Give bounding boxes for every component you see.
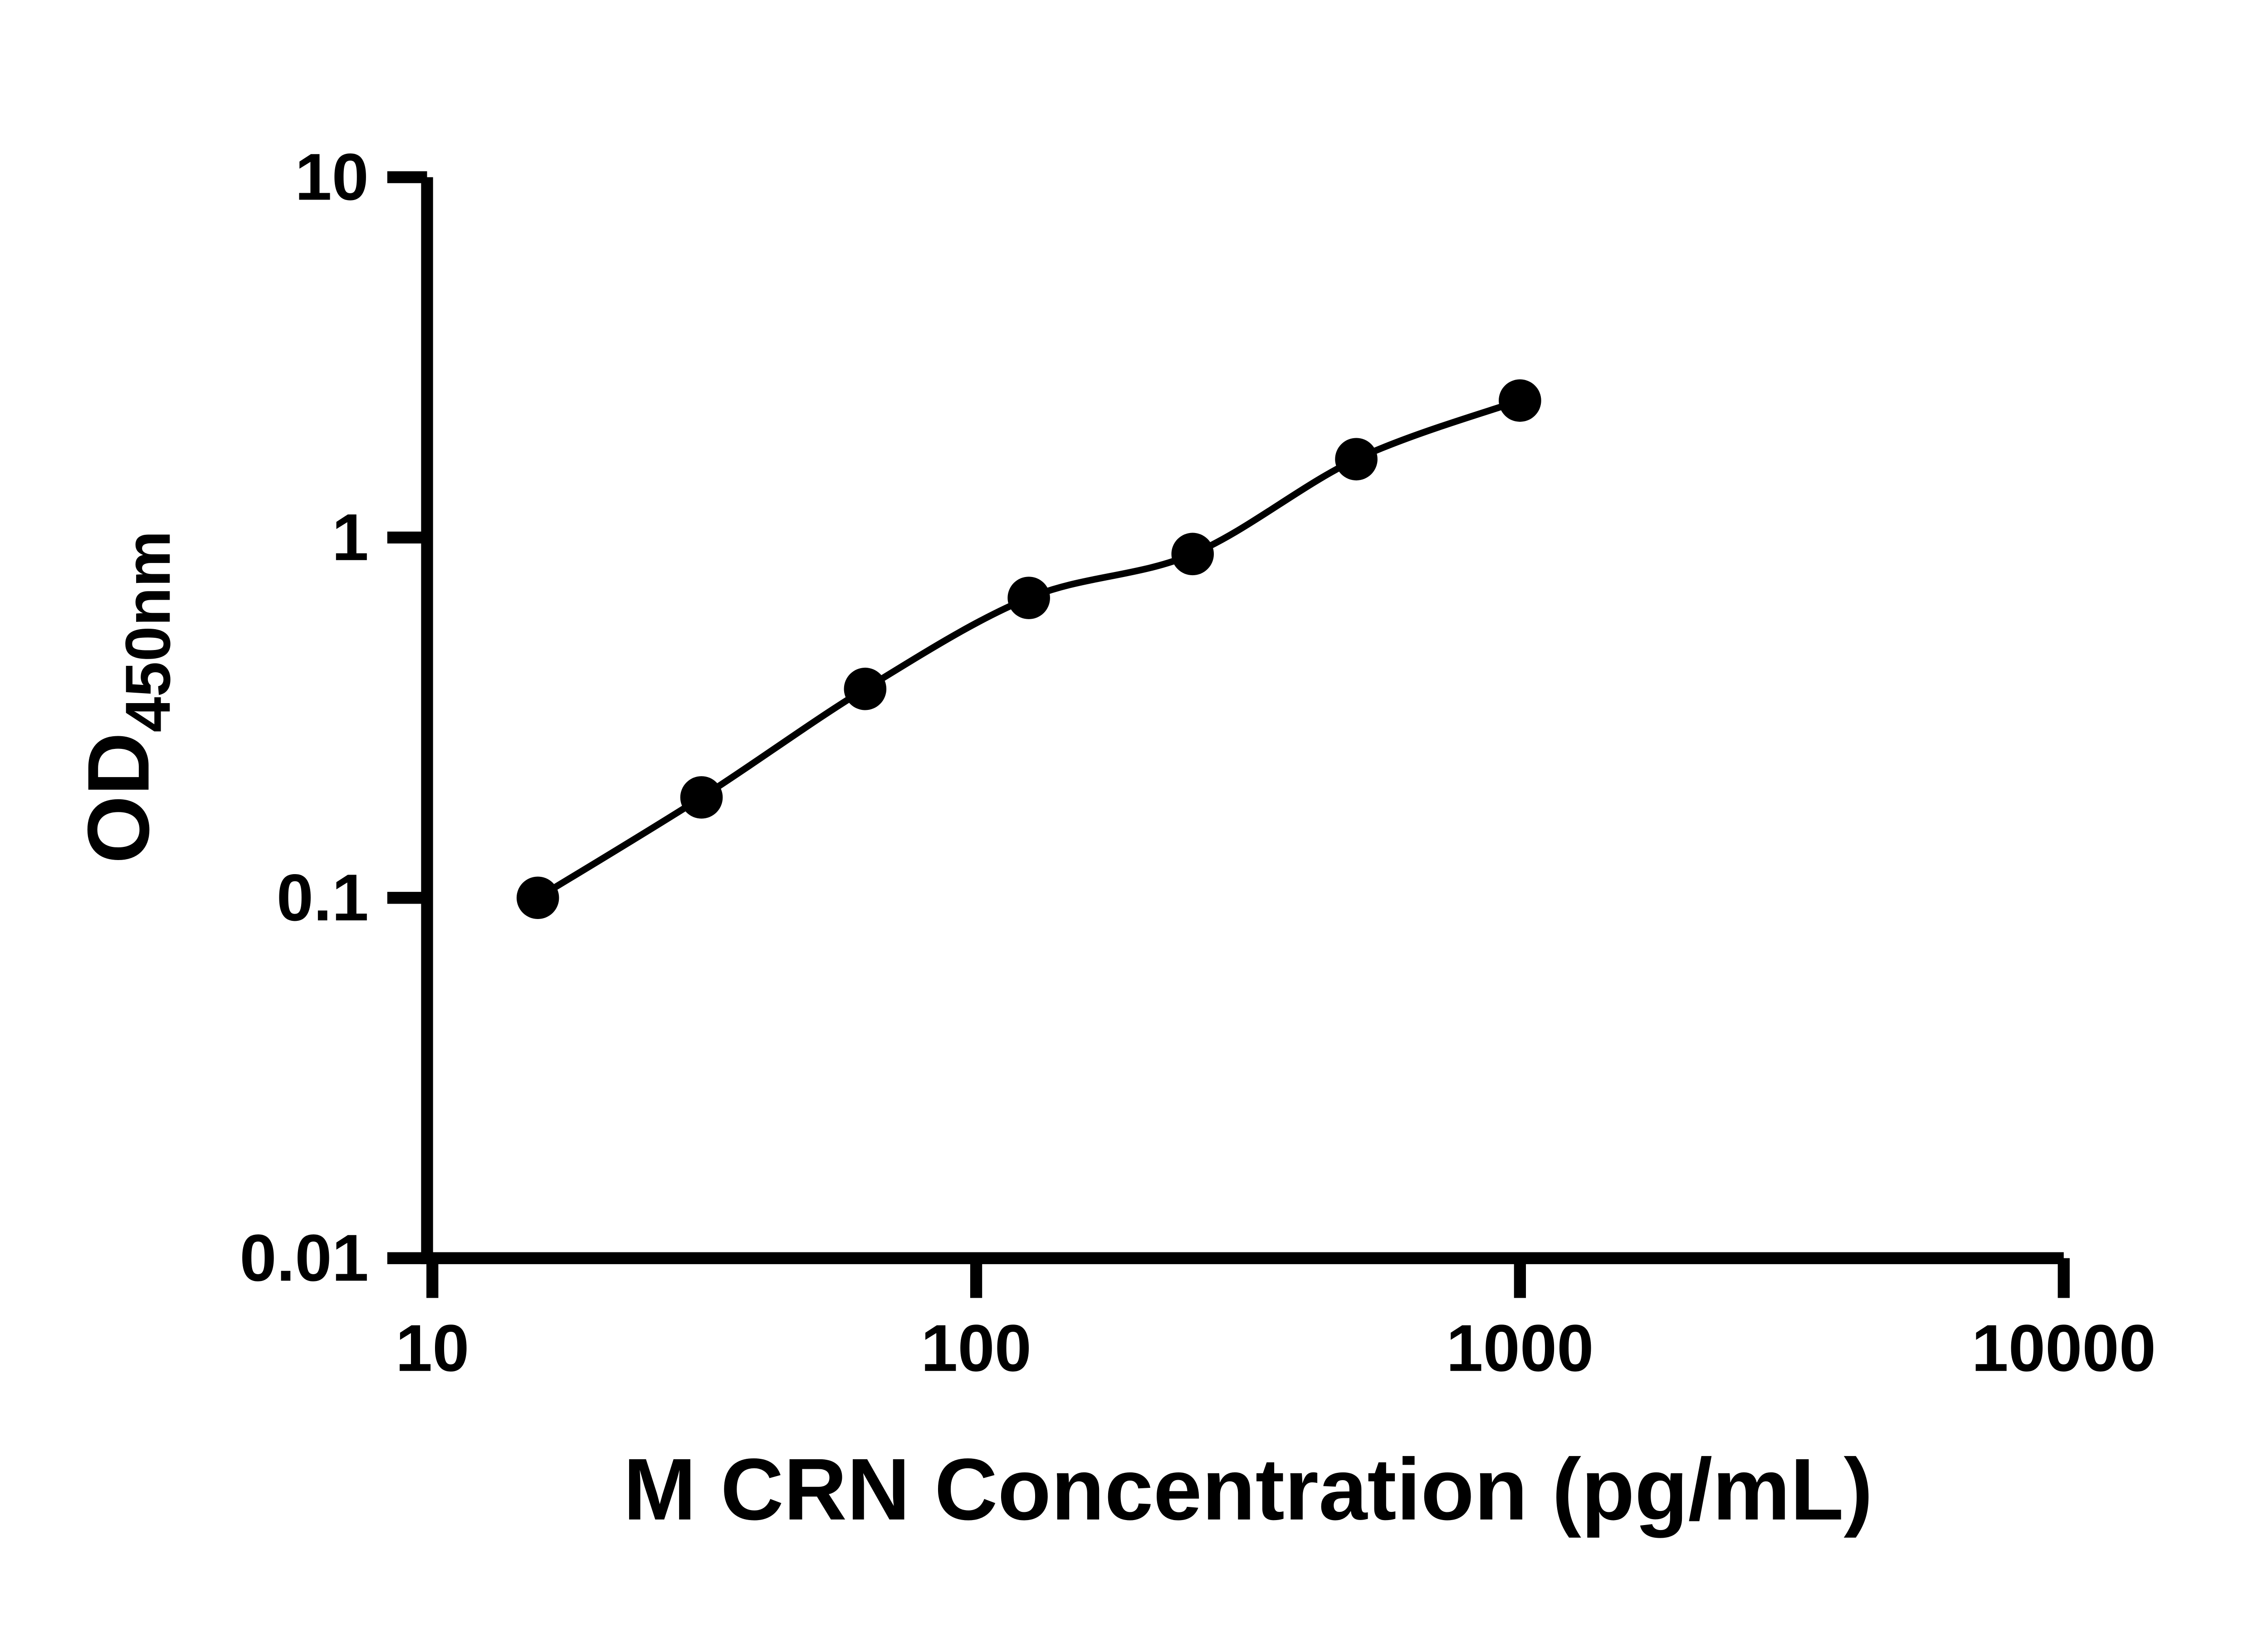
standard-curve-line — [534, 397, 1524, 901]
data-point-marker — [1171, 533, 1214, 576]
y-axis-tick-label: 0.1 — [277, 861, 369, 934]
y-axis-tick-label: 1 — [332, 500, 369, 574]
x-axis-tick-label: 1000 — [1446, 1311, 1593, 1385]
y-axis-title-subscript: 450nm — [112, 531, 183, 733]
data-points — [516, 379, 1541, 919]
tick-labels: 10 100 1000 10000 10 1 0.1 0.01 — [240, 140, 2156, 1385]
x-axis-tick-label: 10 — [396, 1311, 469, 1385]
x-axis-tick-label: 100 — [921, 1311, 1031, 1385]
data-point-marker — [1007, 577, 1050, 619]
y-axis-title-main: OD — [69, 732, 167, 863]
y-axis-tick-label: 0.01 — [240, 1221, 369, 1295]
x-axis-tick-label: 10000 — [1971, 1311, 2156, 1385]
fit-curve — [534, 397, 1524, 901]
data-point-marker — [1499, 379, 1541, 422]
data-point-marker — [680, 776, 723, 819]
data-point-marker — [844, 667, 887, 710]
tick-marks — [387, 171, 2070, 1298]
data-point-marker — [516, 876, 559, 919]
y-axis-tick-label: 10 — [295, 140, 369, 214]
data-point-marker — [1335, 438, 1378, 481]
x-axis-title: M CRN Concentration (pg/mL) — [623, 1440, 1873, 1538]
axes — [421, 177, 2064, 1264]
y-axis-title: OD450nm — [69, 531, 183, 864]
